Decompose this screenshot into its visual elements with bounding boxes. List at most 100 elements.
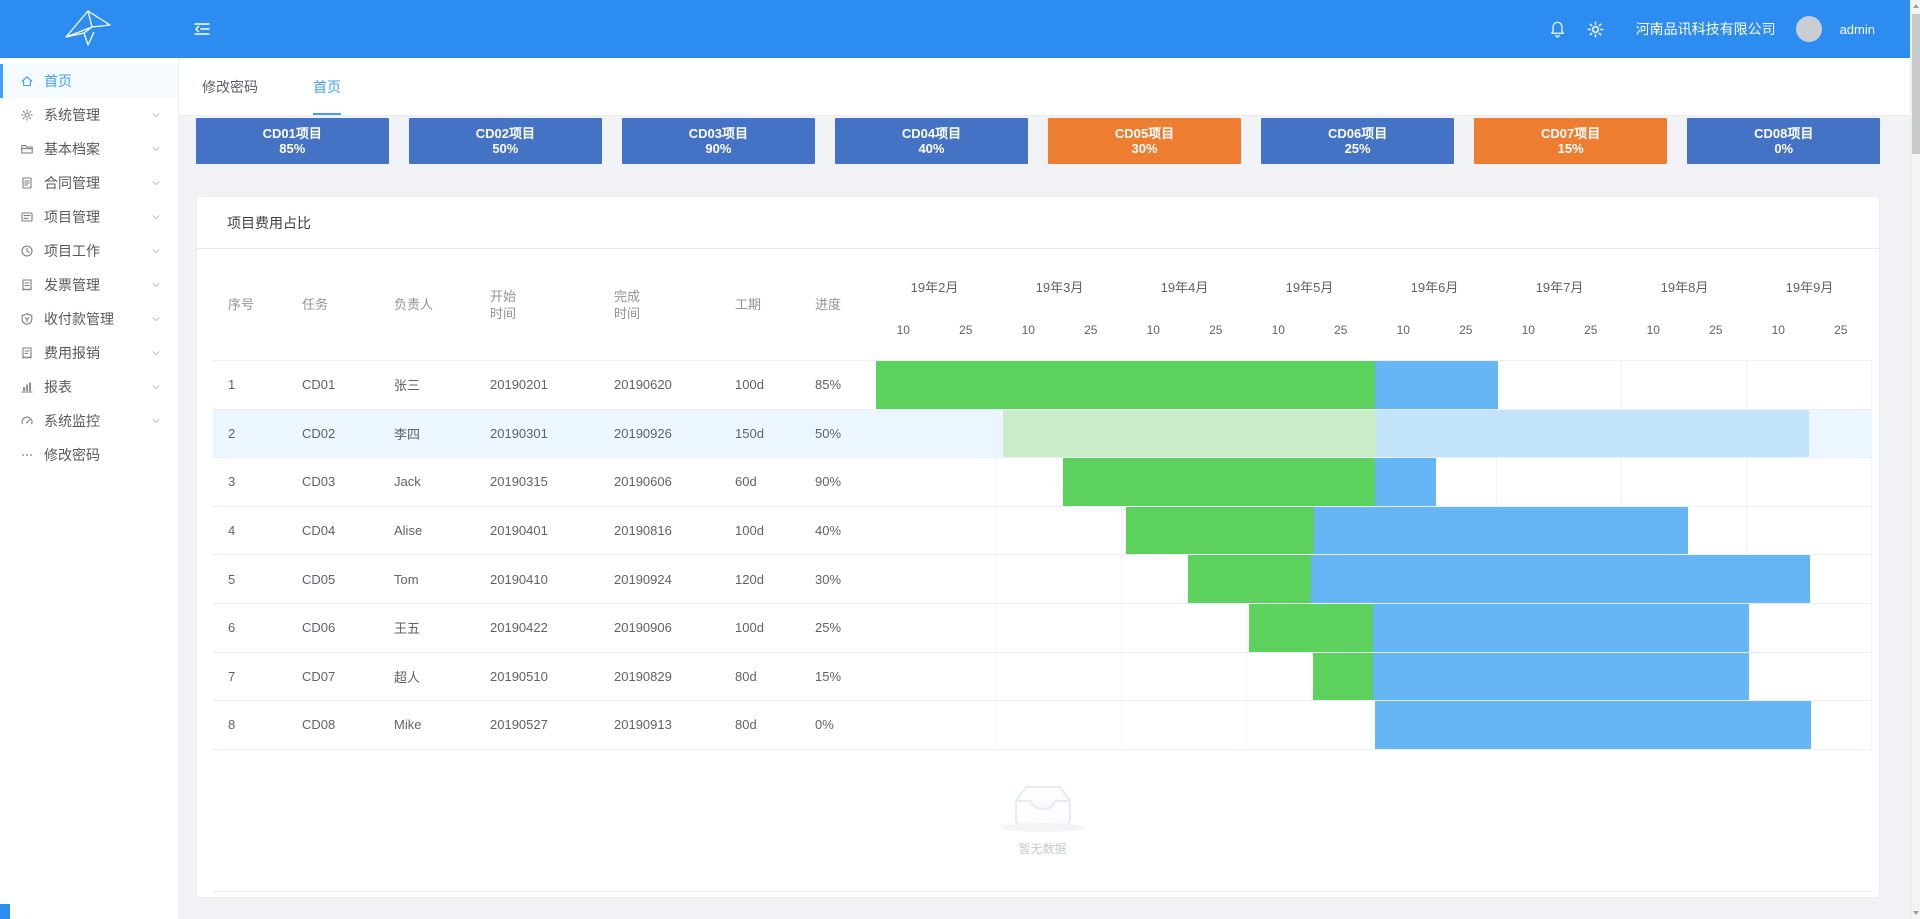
sidebar-item-label: 系统管理: [44, 107, 100, 123]
scrollbar-up-arrow-icon[interactable]: [1911, 0, 1920, 12]
row-fields: 8 CD08 Mike 20190527 20190913 80d 0%: [213, 701, 872, 749]
sidebar-item-basic-archives[interactable]: 基本档案: [0, 132, 178, 166]
sidebar-item-project-work[interactable]: 项目工作: [0, 234, 178, 268]
project-card-cd05[interactable]: CD05项目 30%: [1048, 118, 1241, 164]
clock-icon: [20, 244, 35, 259]
empty-state-text: 暂无数据: [1018, 842, 1067, 857]
project-card-percent: 0%: [1774, 141, 1794, 156]
expense-icon: [20, 346, 35, 361]
cell-seq: 6: [228, 620, 236, 636]
cell-seq: 1: [228, 377, 236, 393]
cell-task: CD08: [302, 717, 336, 733]
cell-owner: Jack: [394, 474, 421, 490]
day-tick: 25: [959, 323, 973, 337]
cell-start: 20190410: [490, 571, 548, 587]
gantt-bar-done: [876, 361, 1375, 409]
day-tick: 25: [1334, 323, 1348, 337]
monitor-icon: [20, 414, 35, 429]
sidebar-item-label: 合同管理: [44, 175, 100, 191]
project-card-cd06[interactable]: CD06项目 25%: [1261, 118, 1454, 164]
cell-finish: 20190906: [614, 620, 672, 636]
sidebar: 首页系统管理基本档案合同管理项目管理项目工作 发票管理 收付款管理 费用报销 报表 系统监…: [0, 58, 179, 919]
gantt-bar-remaining: [1375, 361, 1498, 409]
scrollbar-down-arrow-icon[interactable]: [1911, 907, 1920, 919]
gantt-bar-done: [1126, 506, 1314, 555]
project-card-cd04[interactable]: CD04项目 40%: [835, 118, 1028, 164]
project-card-title: CD02项目: [475, 126, 535, 141]
table-row[interactable]: 3 CD03 Jack 20190315 20190606 60d 90%: [213, 458, 1872, 507]
project-card-title: CD01项目: [262, 126, 322, 141]
gantt-column-headers: 序号 任务 负责人 开始 时间 完成 时间 工期 进度: [213, 249, 872, 360]
gantt-month-labels: 19年2月 19年3月 19年4月 19年5月 19年6月 19年7月 19年8月 19年9月: [872, 249, 1872, 323]
day-tick: 25: [1584, 323, 1598, 337]
tab-change-password[interactable]: 修改密码: [202, 78, 258, 95]
project-card-title: CD07项目: [1541, 126, 1601, 141]
sidebar-item-invoice-mgmt[interactable]: 发票管理: [0, 268, 178, 302]
column-header-finish: 完成 时间: [614, 288, 641, 321]
sidebar-item-change-password[interactable]: 修改密码: [0, 438, 178, 472]
sidebar-item-payment-mgmt[interactable]: 收付款管理: [0, 302, 178, 336]
sidebar-item-label: 项目管理: [44, 209, 100, 225]
cell-finish: 20190926: [614, 425, 672, 441]
row-fields: 2 CD02 李四 20190301 20190926 150d 50%: [213, 410, 872, 458]
table-row[interactable]: 1 CD01 张三 20190201 20190620 100d 85%: [213, 361, 1872, 410]
cell-duration: 80d: [735, 717, 757, 733]
vertical-scrollbar[interactable]: [1910, 0, 1920, 919]
sidebar-item-system-monitor[interactable]: 系统监控: [0, 404, 178, 438]
sidebar-item-project-mgmt[interactable]: 项目管理: [0, 200, 178, 234]
scrollbar-thumb[interactable]: [1912, 14, 1920, 154]
cell-duration: 100d: [735, 377, 764, 393]
project-card-cd01[interactable]: CD01项目 85%: [196, 118, 389, 164]
table-row[interactable]: 4 CD04 Alise 20190401 20190816 100d 40%: [213, 506, 1872, 556]
project-card-percent: 40%: [918, 141, 945, 156]
app-logo[interactable]: [58, 7, 114, 51]
day-tick: 25: [1209, 323, 1223, 337]
day-tick: 25: [1084, 323, 1098, 337]
table-row[interactable]: 2 CD02 李四 20190301 20190926 150d 50%: [213, 409, 1872, 459]
settings-gear-icon[interactable]: [1586, 19, 1606, 39]
menu-fold-icon[interactable]: [192, 19, 212, 39]
gear-icon: [20, 108, 35, 123]
project-card-cd07[interactable]: CD07项目 15%: [1474, 118, 1667, 164]
sidebar-item-expense-claim[interactable]: 费用报销: [0, 336, 178, 370]
empty-icon-shadow: [1000, 823, 1085, 833]
project-card-percent: 25%: [1344, 141, 1371, 156]
table-row[interactable]: 8 CD08 Mike 20190527 20190913 80d 0%: [213, 701, 1872, 750]
project-cards-row: CD01项目 85% CD02项目 50% CD03项目 90% CD04项目 40% CD05…: [196, 118, 1880, 164]
day-tick: 10: [1396, 323, 1410, 337]
bell-icon[interactable]: [1548, 19, 1568, 39]
project-card-cd08[interactable]: CD08项目 0%: [1687, 118, 1880, 164]
cell-start: 20190401: [490, 523, 548, 539]
project-card-cd02[interactable]: CD02项目 50%: [409, 118, 602, 164]
cell-seq: 8: [228, 717, 236, 733]
project-card-title: CD06项目: [1327, 126, 1388, 141]
cell-owner: Mike: [394, 717, 422, 733]
folder-icon: [20, 142, 35, 157]
sidebar-item-contract-mgmt[interactable]: 合同管理: [0, 166, 178, 200]
sidebar-item-home[interactable]: 首页: [0, 64, 178, 98]
tab-home[interactable]: 首页: [313, 58, 341, 115]
cell-seq: 2: [228, 425, 236, 441]
sidebar-item-reports[interactable]: 报表: [0, 370, 178, 404]
sidebar-item-system-mgmt[interactable]: 系统管理: [0, 98, 178, 132]
cell-duration: 100d: [735, 620, 764, 636]
project-card-title: CD08项目: [1754, 126, 1814, 141]
cell-finish: 20190606: [614, 474, 672, 490]
table-row[interactable]: 7 CD07 超人 20190510 20190829 80d 15%: [213, 652, 1872, 702]
user-avatar[interactable]: [1795, 16, 1822, 42]
origami-bird-icon: [65, 10, 111, 46]
cell-seq: 3: [228, 474, 236, 490]
table-row[interactable]: 5 CD05 Tom 20190410 20190924 120d 30%: [213, 555, 1872, 604]
username[interactable]: admin: [1839, 21, 1875, 37]
chevron-down-icon: [150, 245, 162, 257]
cell-duration: 150d: [735, 425, 764, 441]
table-row[interactable]: 6 CD06 王五 20190422 20190906 100d 25%: [213, 603, 1872, 653]
day-tick: 10: [1771, 323, 1785, 337]
chevron-down-icon: [150, 381, 162, 393]
cell-duration: 100d: [735, 523, 764, 539]
month-label: 19年5月: [1285, 279, 1334, 295]
month-label: 19年7月: [1535, 279, 1584, 295]
cell-owner: 王五: [394, 621, 421, 637]
project-card-cd03[interactable]: CD03项目 90%: [622, 118, 815, 164]
